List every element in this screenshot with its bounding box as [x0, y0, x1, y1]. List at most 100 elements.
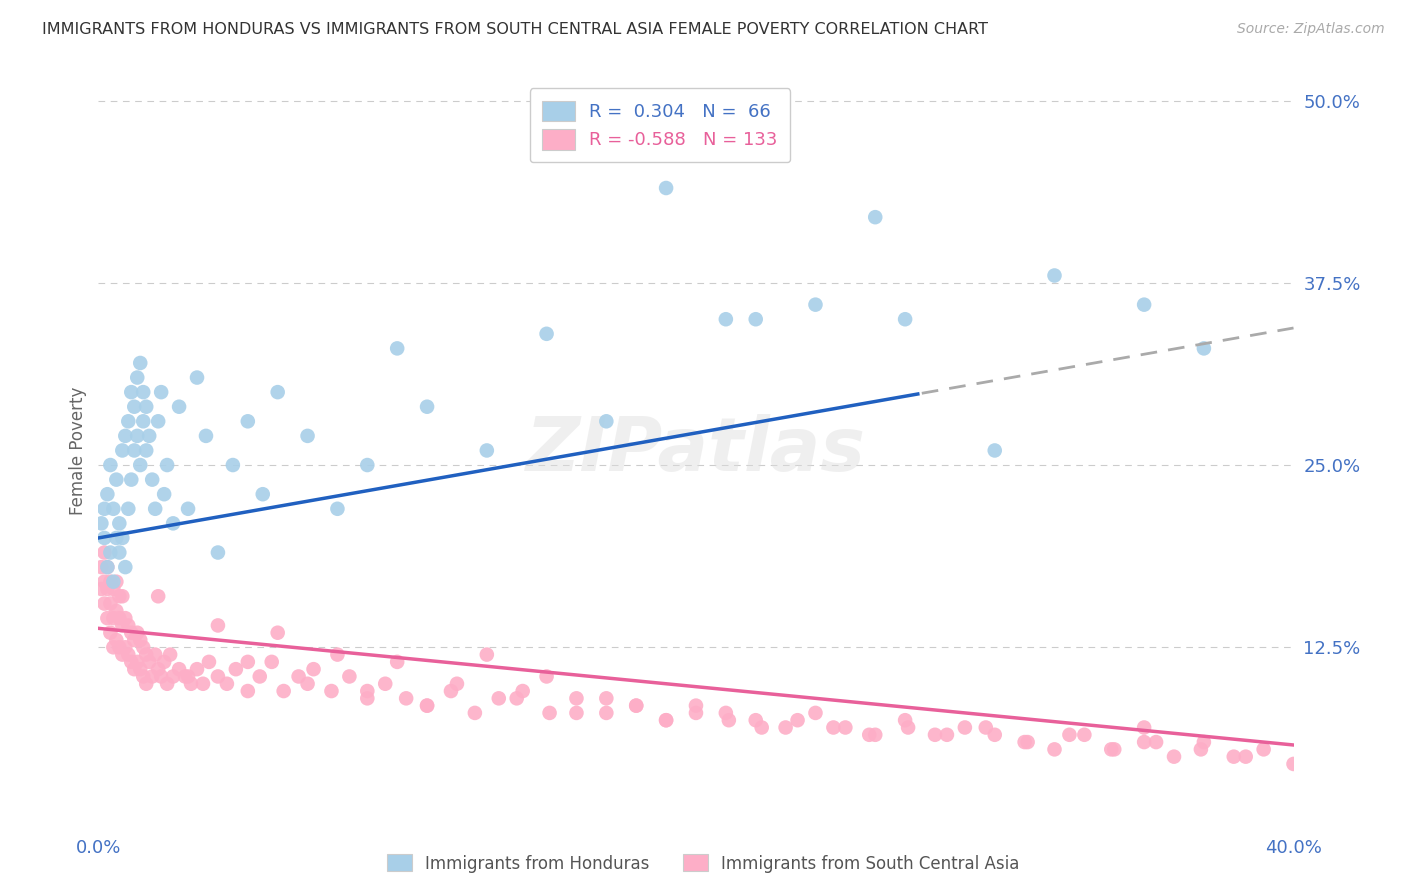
Y-axis label: Female Poverty: Female Poverty	[69, 386, 87, 515]
Point	[96, 560, 118, 574]
Point	[745, 312, 768, 326]
Point	[834, 721, 856, 735]
Point	[141, 669, 163, 683]
Point	[260, 655, 283, 669]
Point	[180, 677, 202, 691]
Point	[416, 400, 439, 414]
Point	[416, 698, 439, 713]
Point	[385, 342, 409, 356]
Point	[536, 669, 558, 683]
Point	[984, 443, 1007, 458]
Point	[159, 648, 181, 662]
Point	[416, 698, 439, 713]
Point	[984, 728, 1007, 742]
Point	[1282, 756, 1305, 771]
Point	[786, 713, 808, 727]
Point	[93, 597, 115, 611]
Point	[129, 662, 152, 676]
Point	[488, 691, 510, 706]
Point	[464, 706, 486, 720]
Point	[374, 677, 396, 691]
Point	[302, 662, 325, 676]
Point	[385, 655, 409, 669]
Point	[236, 684, 259, 698]
Point	[207, 669, 229, 683]
Point	[865, 210, 887, 224]
Point	[974, 721, 997, 735]
Point	[475, 443, 498, 458]
Point	[111, 618, 134, 632]
Point	[96, 487, 118, 501]
Point	[804, 706, 827, 720]
Point	[103, 611, 125, 625]
Point	[595, 414, 617, 428]
Point	[120, 385, 142, 400]
Point	[108, 640, 131, 655]
Point	[475, 648, 498, 662]
Point	[655, 713, 678, 727]
Point	[894, 312, 917, 326]
Point	[156, 458, 179, 472]
Point	[148, 589, 170, 603]
Point	[114, 429, 136, 443]
Point	[148, 662, 170, 676]
Point	[111, 531, 134, 545]
Point	[865, 728, 887, 742]
Point	[117, 501, 139, 516]
Point	[117, 618, 139, 632]
Point	[96, 611, 118, 625]
Point	[595, 691, 617, 706]
Point	[1234, 749, 1257, 764]
Point	[823, 721, 845, 735]
Point	[120, 625, 142, 640]
Point	[1253, 742, 1275, 756]
Point	[167, 400, 190, 414]
Point	[745, 713, 768, 727]
Point	[135, 648, 157, 662]
Point	[111, 589, 134, 603]
Point	[936, 728, 959, 742]
Point	[714, 706, 737, 720]
Point	[1133, 735, 1156, 749]
Point	[117, 414, 139, 428]
Point	[90, 516, 112, 531]
Point	[655, 713, 678, 727]
Point	[195, 429, 218, 443]
Point	[1144, 735, 1167, 749]
Point	[924, 728, 946, 742]
Point	[685, 698, 707, 713]
Point	[267, 385, 290, 400]
Point	[114, 640, 136, 655]
Point	[111, 443, 134, 458]
Point	[174, 669, 197, 683]
Point	[93, 545, 115, 559]
Point	[751, 721, 773, 735]
Point	[339, 669, 361, 683]
Point	[127, 655, 149, 669]
Point	[273, 684, 295, 698]
Point	[1163, 749, 1185, 764]
Point	[1017, 735, 1039, 749]
Point	[395, 691, 418, 706]
Point	[108, 589, 131, 603]
Point	[506, 691, 529, 706]
Point	[132, 385, 155, 400]
Point	[512, 684, 534, 698]
Point	[90, 560, 112, 574]
Point	[143, 648, 166, 662]
Point	[135, 677, 157, 691]
Point	[356, 684, 378, 698]
Point	[105, 574, 128, 589]
Point	[103, 574, 125, 589]
Point	[135, 400, 157, 414]
Point	[287, 669, 309, 683]
Point	[249, 669, 271, 683]
Point	[105, 604, 128, 618]
Point	[536, 326, 558, 341]
Point	[90, 582, 112, 596]
Point	[595, 706, 617, 720]
Point	[129, 356, 152, 370]
Point	[98, 458, 122, 472]
Point	[236, 655, 259, 669]
Point	[225, 662, 247, 676]
